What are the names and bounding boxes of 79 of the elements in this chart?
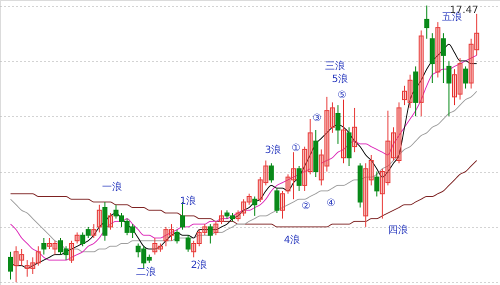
candlestick	[418, 30, 424, 117]
candlestick	[308, 118, 313, 175]
candlestick	[396, 102, 402, 164]
candlestick	[168, 224, 174, 242]
candlestick	[218, 210, 224, 225]
candlestick	[446, 60, 452, 117]
candlestick	[208, 224, 213, 244]
candlestick	[440, 32, 446, 84]
candlestick	[152, 237, 158, 256]
candlestick	[363, 162, 368, 228]
candlestick	[324, 96, 330, 172]
annotation: 5浪	[332, 73, 348, 85]
candlestick	[474, 13, 480, 56]
candlestick	[91, 224, 96, 238]
candlestick	[341, 99, 346, 164]
annotation: 二浪	[136, 266, 156, 278]
candlestick	[468, 38, 474, 90]
candlestick	[330, 102, 335, 134]
annotation: 3浪	[264, 144, 282, 156]
candlestick	[424, 5, 430, 40]
candlestick	[291, 152, 296, 200]
candlestick	[241, 198, 246, 216]
candlestick	[52, 240, 58, 256]
candlestick	[246, 193, 252, 206]
candlestick	[14, 246, 19, 283]
candlestick	[174, 229, 180, 244]
annotation: 四浪	[388, 224, 408, 236]
candlestick	[452, 68, 457, 106]
candlestick	[8, 251, 14, 280]
candlestick	[258, 176, 263, 202]
candlestick	[186, 234, 191, 252]
annotation: 1浪	[180, 195, 196, 207]
candlestick	[202, 224, 208, 236]
candlestick	[463, 66, 468, 90]
annotation: 2浪	[190, 259, 208, 271]
candlestick	[296, 166, 302, 192]
candlestick	[19, 248, 24, 266]
candlestick	[252, 196, 258, 216]
candlestick	[74, 232, 80, 244]
candlestick	[286, 174, 291, 194]
annotation: ①	[292, 143, 301, 154]
candlestick	[408, 74, 413, 108]
annotation: 三浪	[325, 60, 345, 72]
annotation: ②	[302, 201, 311, 212]
candlestick	[158, 242, 163, 252]
candlestick	[191, 240, 196, 258]
candlestick	[108, 212, 113, 230]
candlestick	[263, 160, 268, 186]
candlestick	[435, 22, 440, 78]
annotation: 4浪	[284, 234, 300, 246]
candlestick	[196, 229, 202, 247]
annotation: ⑤	[338, 90, 347, 101]
candlestick	[335, 104, 340, 144]
candlestick	[24, 260, 30, 278]
candlestick	[69, 240, 74, 264]
candlestick	[36, 246, 41, 266]
candlestick	[402, 85, 408, 106]
candlestick	[96, 204, 102, 233]
candlestick	[352, 107, 358, 153]
candlestick	[385, 110, 390, 186]
candlestick	[458, 58, 463, 100]
candlestick	[318, 148, 324, 186]
candlestick	[374, 171, 380, 197]
candlestick	[368, 154, 374, 186]
candlestick	[41, 237, 46, 256]
candlestick	[274, 188, 280, 214]
annotation: ③	[312, 113, 322, 124]
annotation: 一浪	[102, 181, 122, 193]
candlestick	[213, 220, 218, 236]
annotation: ④	[326, 198, 336, 209]
candlestick	[268, 162, 274, 184]
candlestick	[390, 126, 396, 161]
candlestick	[30, 256, 36, 274]
candlestick	[46, 237, 52, 250]
candlestick	[302, 146, 308, 192]
candlestick	[380, 168, 385, 220]
candlestick	[280, 190, 285, 220]
candlestick	[236, 210, 241, 222]
candlestick	[163, 226, 168, 247]
